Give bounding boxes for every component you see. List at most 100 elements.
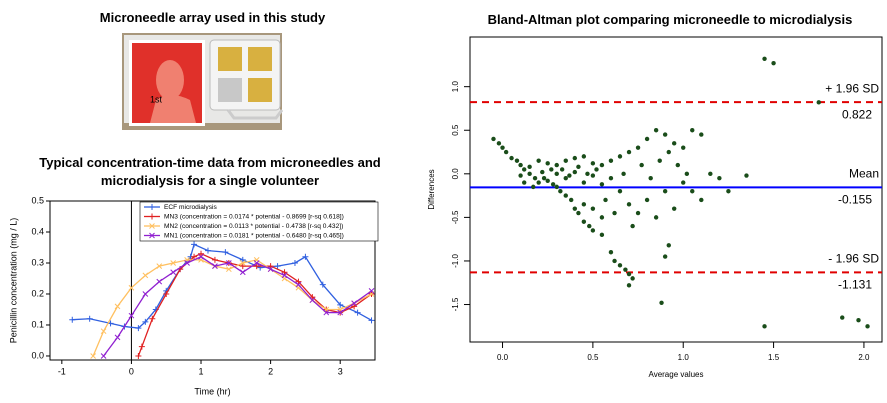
point (500, 145, 505, 150)
point (563, 175, 568, 181)
marker (239, 256, 246, 263)
point (554, 162, 559, 168)
point (503, 149, 509, 155)
point (617, 189, 623, 194)
marker (184, 260, 190, 266)
point (603, 197, 608, 203)
marker (351, 303, 358, 310)
point (690, 189, 695, 194)
legend-marker (149, 213, 155, 220)
point (635, 145, 641, 150)
point (762, 56, 767, 61)
marker (142, 291, 149, 297)
marker (69, 316, 76, 323)
y-tick-label: 0.5 (451, 124, 460, 136)
x-tick-label: 2 (268, 366, 273, 376)
point (639, 162, 644, 168)
stamp-label: 1st (150, 94, 163, 104)
x-tick-label: 1.5 (768, 353, 780, 362)
point (590, 206, 596, 211)
y-axis-label: Differences (427, 169, 436, 209)
chart-title: Bland-Altman plot comparing microneedle … (487, 12, 853, 27)
x-tick-label: 1.0 (678, 353, 690, 362)
point (491, 136, 496, 142)
marker (368, 317, 375, 324)
marker (354, 309, 361, 316)
legend-marker (149, 232, 155, 239)
point (563, 158, 568, 163)
point (681, 145, 686, 150)
reference-value: -0.155 (838, 192, 872, 206)
marker (170, 260, 177, 266)
marker (253, 260, 260, 266)
marker (128, 284, 135, 291)
point (576, 210, 581, 216)
point (545, 178, 550, 183)
point (550, 182, 556, 187)
reference-value: -1.131 (838, 278, 872, 292)
point (540, 169, 545, 175)
series-line (137, 252, 372, 357)
point (744, 173, 749, 178)
y-tick-label: 0.3 (31, 257, 44, 267)
series-line (72, 243, 372, 329)
point (690, 128, 695, 133)
y-tick-label: -1.0 (451, 254, 460, 268)
point (771, 60, 776, 66)
marker (191, 241, 198, 248)
marker (226, 266, 232, 273)
marker (170, 269, 177, 276)
point (590, 173, 596, 178)
point (675, 162, 681, 168)
point (536, 158, 541, 163)
point (568, 197, 574, 203)
point (608, 175, 614, 181)
point (572, 206, 578, 211)
point (522, 167, 527, 172)
point (648, 175, 653, 181)
reference-label: + 1.96 SD (825, 81, 879, 95)
marker (368, 288, 375, 294)
point (681, 180, 686, 185)
point (590, 161, 596, 166)
marker (337, 301, 344, 308)
point (617, 263, 623, 268)
point (532, 175, 538, 181)
marker (319, 281, 326, 288)
point (559, 167, 565, 172)
marker (267, 266, 274, 273)
marker (302, 253, 309, 260)
y-tick-label: 0.5 (31, 195, 44, 205)
point (554, 171, 559, 177)
point (531, 184, 536, 190)
point (554, 184, 559, 190)
point (599, 232, 605, 238)
marker (135, 352, 142, 359)
marker (114, 303, 121, 310)
point (585, 171, 590, 177)
legend-box (139, 201, 379, 242)
point (657, 158, 662, 163)
marker (142, 272, 149, 279)
point (865, 324, 870, 329)
point (576, 164, 581, 170)
point (558, 189, 563, 194)
point (581, 219, 587, 224)
y-tick-label: 0.0 (31, 350, 44, 360)
y-tick-label: 0.0 (451, 168, 460, 180)
y-tick-label: -0.5 (451, 210, 460, 224)
legend-marker (149, 223, 155, 229)
point (599, 182, 605, 187)
photo-title: Microneedle array used in this study (99, 10, 326, 25)
point (608, 250, 614, 255)
point (662, 254, 668, 259)
point (684, 171, 690, 177)
x-tick-label: 3 (338, 366, 343, 376)
y-axis-label: Penicillin concentration (mg / L) (8, 218, 18, 344)
point (671, 206, 677, 211)
marker (295, 278, 302, 285)
point (581, 154, 587, 159)
marker (239, 263, 246, 270)
point (653, 128, 659, 133)
